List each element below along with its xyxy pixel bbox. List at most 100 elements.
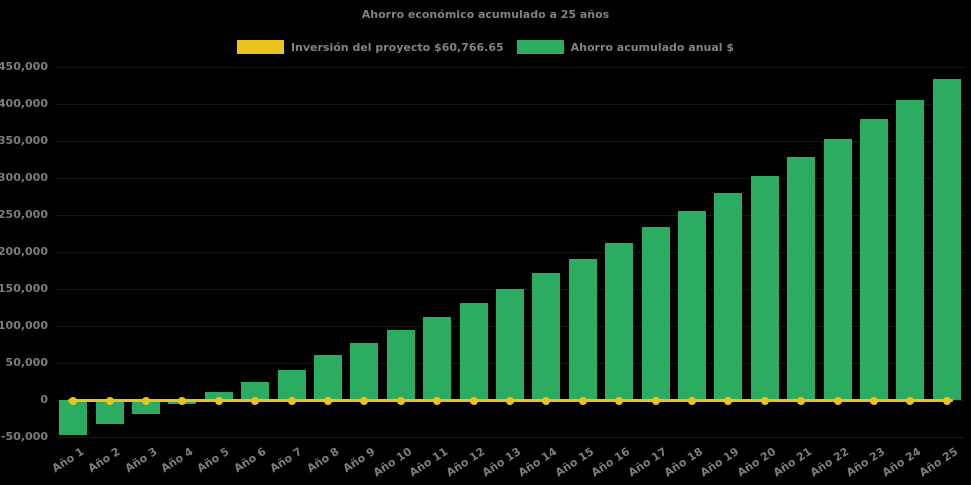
line-marker xyxy=(251,396,260,405)
line-marker xyxy=(105,396,114,405)
x-axis-label: Año 7 xyxy=(267,445,305,476)
bar-año-5 xyxy=(204,392,233,400)
bar-año-25 xyxy=(932,78,961,400)
bar-año-16 xyxy=(605,242,634,400)
gridline xyxy=(55,436,965,438)
x-axis-label: Año 1 xyxy=(49,445,87,476)
x-axis-label: Año 15 xyxy=(552,445,596,480)
line-marker xyxy=(142,396,150,405)
legend-swatch-savings-icon xyxy=(516,40,564,54)
y-axis-tick-label: 0 xyxy=(40,393,48,406)
x-axis-label: Año 12 xyxy=(443,445,487,480)
chart-title: Ahorro económico acumulado a 25 años xyxy=(361,8,610,21)
line-marker xyxy=(578,396,587,405)
bar-año-9 xyxy=(350,342,379,400)
y-axis-tick-label: 450,000 xyxy=(0,60,48,73)
x-axis-label: Año 19 xyxy=(698,445,742,480)
y-axis-tick-label: 250,000 xyxy=(0,208,48,221)
y-axis-tick-label: 300,000 xyxy=(0,171,48,184)
x-axis-label: Año 11 xyxy=(407,445,451,480)
gridline xyxy=(55,251,965,253)
x-axis-label: Año 20 xyxy=(734,445,778,480)
bar-año-8 xyxy=(314,355,342,400)
legend-label-savings: Ahorro acumulado anual $ xyxy=(570,40,735,54)
x-axis-label: Año 5 xyxy=(195,445,232,476)
bar-año-11 xyxy=(423,317,452,400)
line-marker xyxy=(724,396,733,405)
line-marker xyxy=(688,396,696,405)
x-axis-label: Año 22 xyxy=(807,445,851,480)
y-axis-tick-label: 200,000 xyxy=(0,245,48,258)
x-axis-label: Año 24 xyxy=(880,445,924,480)
line-marker xyxy=(906,396,915,405)
bar-año-18 xyxy=(678,210,706,400)
y-axis-tick-label: -50,000 xyxy=(0,430,48,443)
gridline xyxy=(55,66,965,68)
bar-año-1 xyxy=(59,400,88,435)
x-axis-label: Año 25 xyxy=(916,445,960,480)
bar-año-21 xyxy=(787,156,816,400)
bar-año-10 xyxy=(386,330,415,400)
x-axis-label: Año 6 xyxy=(231,445,269,476)
chart-legend: Inversión del proyecto $60,766.65 Ahorro… xyxy=(0,40,971,54)
x-axis-label: Año 10 xyxy=(370,445,414,480)
x-axis-label: Año 18 xyxy=(661,445,706,480)
line-marker xyxy=(833,396,842,405)
line-marker xyxy=(396,396,405,405)
line-marker xyxy=(506,396,514,405)
bar-año-12 xyxy=(459,302,488,400)
line-marker xyxy=(360,396,369,405)
line-marker xyxy=(870,396,878,405)
x-axis-label: Año 16 xyxy=(589,445,633,480)
line-marker xyxy=(178,396,187,405)
bar-año-23 xyxy=(860,119,888,400)
bar-año-14 xyxy=(532,273,561,400)
x-axis-label: Año 14 xyxy=(516,445,560,480)
x-axis-label: Año 8 xyxy=(304,445,342,476)
line-marker xyxy=(469,396,478,405)
bar-año-13 xyxy=(496,289,524,400)
x-axis-label: Año 17 xyxy=(625,445,669,480)
x-axis-label: Año 13 xyxy=(479,445,524,480)
line-marker xyxy=(69,396,78,405)
legend-item-investment: Inversión del proyecto $60,766.65 xyxy=(236,40,504,54)
y-axis-tick-label: 150,000 xyxy=(0,282,48,295)
bar-año-24 xyxy=(896,99,925,400)
line-marker xyxy=(651,396,660,405)
line-marker xyxy=(942,396,951,405)
line-marker xyxy=(433,396,442,405)
bar-año-15 xyxy=(568,259,597,400)
line-marker xyxy=(797,396,806,405)
y-axis-tick-label: 350,000 xyxy=(0,134,48,147)
gridline xyxy=(55,140,965,142)
bar-año-19 xyxy=(714,193,743,400)
line-marker xyxy=(760,396,769,405)
bar-año-6 xyxy=(241,381,270,400)
gridline xyxy=(55,177,965,179)
line-marker xyxy=(324,396,332,405)
bar-año-20 xyxy=(750,175,779,400)
line-marker xyxy=(214,396,223,405)
y-axis-tick-label: 50,000 xyxy=(5,356,48,369)
x-axis-label: Año 2 xyxy=(85,445,123,476)
bar-año-22 xyxy=(823,139,852,400)
line-marker xyxy=(542,396,551,405)
line-marker xyxy=(287,396,296,405)
legend-item-savings: Ahorro acumulado anual $ xyxy=(516,40,735,54)
x-axis-label: Año 3 xyxy=(122,445,160,476)
gridline xyxy=(55,288,965,290)
bar-año-3 xyxy=(132,400,160,414)
x-axis-label: Año 23 xyxy=(843,445,888,480)
x-axis-label: Año 21 xyxy=(771,445,815,480)
legend-label-investment: Inversión del proyecto $60,766.65 xyxy=(290,40,504,54)
y-axis-tick-label: 400,000 xyxy=(0,97,48,110)
x-axis-label: Año 4 xyxy=(158,445,196,476)
bar-año-17 xyxy=(641,226,670,400)
gridline xyxy=(55,103,965,105)
gridline xyxy=(55,214,965,216)
bar-año-7 xyxy=(277,370,306,400)
legend-swatch-investment-icon xyxy=(236,40,284,54)
y-axis-tick-label: 100,000 xyxy=(0,319,48,332)
line-marker xyxy=(615,396,624,405)
